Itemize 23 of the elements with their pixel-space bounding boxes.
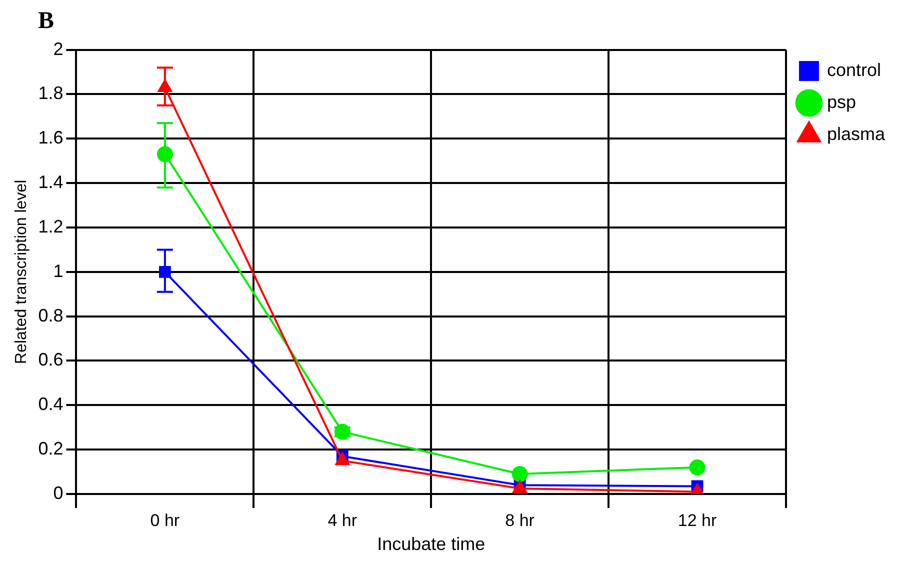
x-tick-label: 8 hr xyxy=(505,510,535,530)
x-axis-title: Incubate time xyxy=(377,534,486,554)
y-tick-label: 0 xyxy=(53,482,64,503)
x-tick-label: 4 hr xyxy=(328,510,358,530)
legend-label: control xyxy=(826,60,882,80)
y-tick-label: 0.6 xyxy=(38,350,64,370)
legend-label: psp xyxy=(826,92,856,112)
y-tick-label: 1.8 xyxy=(38,83,64,104)
y-tick-label: 0.4 xyxy=(38,394,64,414)
y-tick-label: 0.8 xyxy=(38,305,64,326)
legend-label: plasma xyxy=(826,124,886,144)
x-tick-label: 0 hr xyxy=(150,510,180,530)
y-tick-label: 2 xyxy=(53,38,64,59)
text: B xyxy=(38,8,56,36)
y-tick-label: 0.2 xyxy=(38,438,64,459)
y-axis-title: Related transcription level xyxy=(13,180,30,364)
point xyxy=(512,466,528,482)
y-tick-label: 1.6 xyxy=(38,128,64,148)
y-tick-label: 1 xyxy=(53,260,64,281)
y-tick-label: 1.2 xyxy=(38,216,64,236)
x-tick-label: 12 hr xyxy=(678,510,717,530)
y-tick-label: 1.4 xyxy=(38,172,64,192)
point xyxy=(689,459,706,476)
